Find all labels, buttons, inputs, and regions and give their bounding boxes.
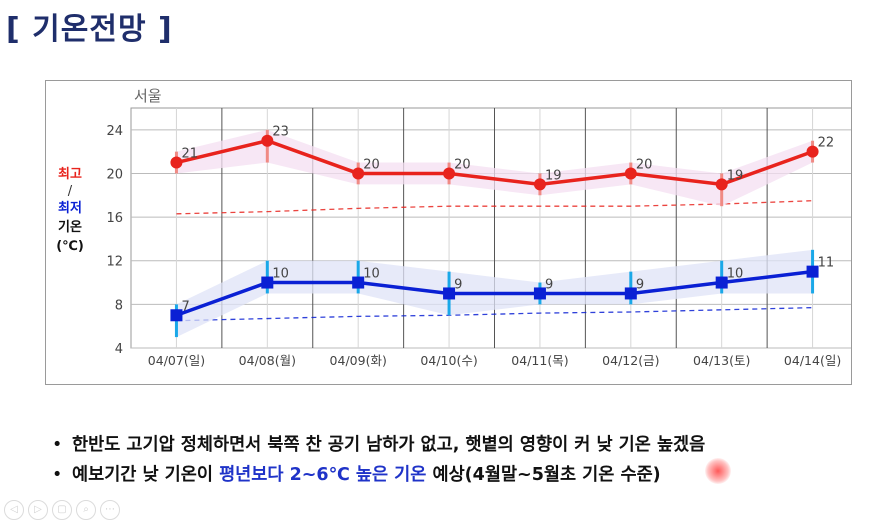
y-tick-label: 24 — [106, 124, 123, 139]
bullet-highlight: 평년보다 2~6℃ 높은 기온 — [219, 465, 427, 485]
ylabel-slash: / — [67, 184, 73, 199]
series-high-point — [261, 134, 274, 147]
x-tick-label: 04/12(금) — [602, 353, 659, 368]
series-high-point — [624, 167, 637, 180]
ylabel-low: 최저 — [58, 201, 82, 216]
y-tick-label: 8 — [115, 298, 123, 313]
series-high-point — [806, 145, 819, 158]
series-low-data-label: 9 — [636, 277, 644, 292]
y-tick-label: 4 — [115, 342, 123, 357]
slide-sorter-icon[interactable]: ▢ — [52, 500, 72, 520]
bullet-text-post: 예상(4월말~5월초 기온 수준) — [426, 465, 661, 485]
series-low-data-label: 11 — [818, 256, 835, 271]
normal-low-line — [176, 306, 813, 322]
x-tick-label: 04/08(월) — [239, 353, 296, 368]
y-tick-label: 16 — [106, 211, 123, 226]
y-tick-label: 12 — [106, 255, 123, 270]
x-tick-label: 04/14(일) — [784, 353, 841, 368]
series-low-point — [533, 287, 546, 300]
bullet-item: 예보기간 낮 기온이 평년보다 2~6℃ 높은 기온 예상(4월말~5월초 기온… — [52, 460, 705, 490]
page-title: [ 기온전망 ] — [6, 12, 173, 47]
ylabel-temp: 기온 — [58, 220, 82, 235]
x-tick-label: 04/09(화) — [330, 353, 387, 368]
series-low-point — [261, 276, 274, 289]
bullet-item: 한반도 고기압 정체하면서 북쪽 찬 공기 남하가 없고, 햇볕의 영향이 커 … — [52, 430, 705, 460]
series-high-point — [170, 156, 183, 169]
location-label: 서울 — [134, 87, 162, 105]
series-high-data-label: 20 — [636, 157, 653, 172]
series-high-data-label: 20 — [454, 157, 471, 172]
series-high-data-label: 22 — [818, 136, 835, 151]
series-low-point — [806, 265, 819, 278]
temperature-chart: 4 8 12 16 20 24 04/07(일) 04/08(월) 04/09(화) 04/10(… — [45, 80, 852, 385]
x-tick-label: 04/10(수) — [420, 353, 477, 368]
y-tick-label: 20 — [106, 167, 123, 182]
series-high-data-label: 19 — [545, 168, 562, 183]
series-low-data-label: 10 — [363, 267, 380, 282]
series-low-data-label: 10 — [727, 267, 744, 282]
series-high-point — [443, 167, 456, 180]
viewer-controls: ◁ ▷ ▢ ⌕ ⋯ — [4, 500, 120, 520]
normal-high-line — [176, 200, 813, 215]
series-low-line — [175, 269, 813, 317]
next-slide-icon[interactable]: ▷ — [28, 500, 48, 520]
series-low-point — [443, 287, 456, 300]
series-low-point — [624, 287, 637, 300]
summary-bullets: 한반도 고기압 정체하면서 북쪽 찬 공기 남하가 없고, 햇볕의 영향이 커 … — [52, 430, 705, 490]
series-low-data-label: 9 — [545, 277, 553, 292]
series-high-point — [533, 178, 546, 191]
series-low-point — [352, 276, 365, 289]
series-low-data-label: 10 — [272, 267, 289, 282]
bullet-text: 한반도 고기압 정체하면서 북쪽 찬 공기 남하가 없고, 햇볕의 영향이 커 … — [72, 435, 706, 455]
series-low-point — [715, 276, 728, 289]
chart-plot: 4 8 12 16 20 24 04/07(일) 04/08(월) 04/09(화) 04/10(… — [106, 87, 851, 368]
series-high-data-label: 21 — [181, 147, 198, 162]
bullet-text-pre: 예보기간 낮 기온이 — [72, 465, 220, 485]
series-high-point — [352, 167, 365, 180]
series-high-band — [176, 129, 813, 207]
zoom-icon[interactable]: ⌕ — [76, 500, 96, 520]
ylabel-unit: (℃) — [56, 239, 84, 254]
series-high-line — [176, 138, 814, 187]
series-high-data-label: 19 — [727, 168, 744, 183]
ylabel-high: 최고 — [58, 167, 82, 182]
series-high-data-label: 23 — [272, 125, 289, 140]
x-tick-label: 04/13(토) — [693, 353, 750, 368]
x-tick-label: 04/11(목) — [511, 353, 568, 368]
x-tick-label: 04/07(일) — [148, 353, 205, 368]
series-high-data-label: 20 — [363, 157, 380, 172]
more-options-icon[interactable]: ⋯ — [100, 500, 120, 520]
series-high-point — [715, 178, 728, 191]
series-low-data-label: 9 — [454, 277, 462, 292]
prev-slide-icon[interactable]: ◁ — [4, 500, 24, 520]
series-low-data-label: 7 — [181, 299, 189, 314]
pointer-highlight-icon — [705, 458, 731, 484]
series-low-point — [170, 309, 183, 322]
